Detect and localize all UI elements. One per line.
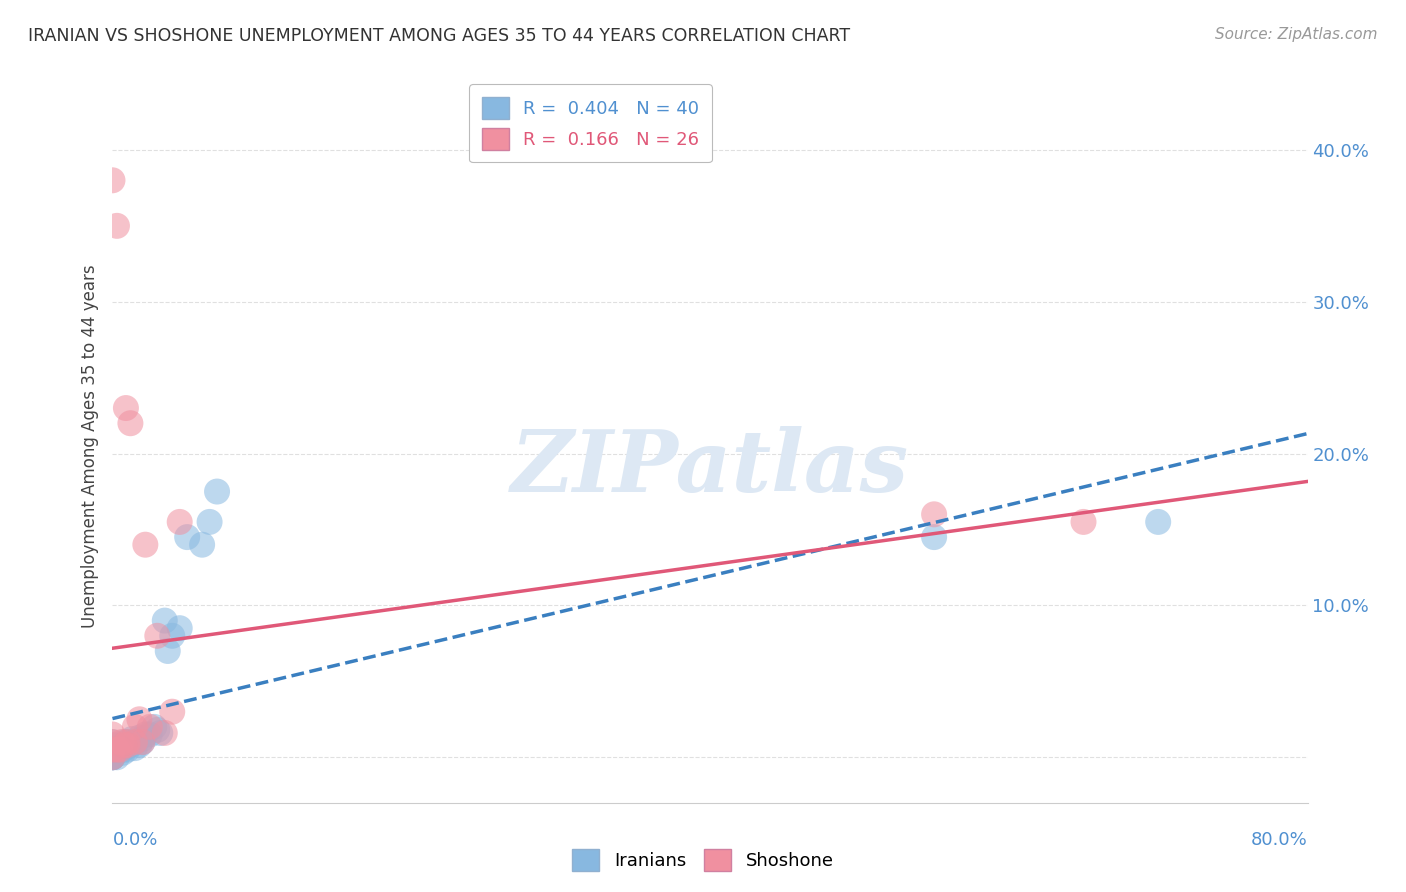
Point [143,720,166,734]
Point [124,741,146,756]
Point [114,738,135,752]
Point [162,629,183,643]
Point [117,735,139,749]
Point [1073,515,1095,529]
Point [101,742,124,756]
Point [117,739,139,754]
Point [153,614,176,628]
Text: IRANIAN VS SHOSHONE UNEMPLOYMENT AMONG AGES 35 TO 44 YEARS CORRELATION CHART: IRANIAN VS SHOSHONE UNEMPLOYMENT AMONG A… [28,27,851,45]
Point [124,720,146,734]
Point [146,723,169,737]
Point [922,508,945,522]
Point [101,173,124,187]
Point [117,742,139,756]
Point [101,750,124,764]
Point [120,738,142,752]
Point [120,416,142,430]
Point [169,515,191,529]
Point [191,538,214,552]
Point [111,742,134,756]
Point [139,720,162,734]
Point [114,735,135,749]
Point [134,538,156,552]
Point [121,732,143,747]
Point [117,735,139,749]
Text: 0.0%: 0.0% [112,831,157,849]
Y-axis label: Unemployment Among Ages 35 to 44 years: Unemployment Among Ages 35 to 44 years [80,264,98,628]
Point [107,738,129,752]
Point [139,727,162,741]
Point [131,732,153,747]
Point [105,750,128,764]
Point [101,750,124,764]
Point [1147,515,1170,529]
Point [105,219,128,233]
Point [131,735,153,749]
Point [101,750,124,764]
Point [156,644,179,658]
Point [146,629,169,643]
Point [101,735,124,749]
Legend: Iranians, Shoshone: Iranians, Shoshone [565,842,841,879]
Point [101,750,124,764]
Point [176,530,198,544]
Point [128,738,150,752]
Legend: R =  0.404   N = 40, R =  0.166   N = 26: R = 0.404 N = 40, R = 0.166 N = 26 [470,84,711,162]
Point [105,742,128,756]
Point [128,731,150,745]
Point [101,727,124,741]
Text: ZIPatlas: ZIPatlas [510,425,910,509]
Point [922,530,945,544]
Point [101,735,124,749]
Point [205,484,228,499]
Point [128,712,150,726]
Point [124,735,146,749]
Point [101,750,124,764]
Point [108,742,131,756]
Point [153,726,176,740]
Text: Source: ZipAtlas.com: Source: ZipAtlas.com [1215,27,1378,42]
Point [149,726,172,740]
Point [131,735,153,749]
Point [169,621,191,635]
Point [101,742,124,756]
Point [162,705,183,719]
Point [110,735,132,749]
Point [111,746,134,760]
Point [117,738,139,752]
Point [115,401,138,415]
Point [198,515,221,529]
Text: 80.0%: 80.0% [1251,831,1308,849]
Point [105,742,128,756]
Point [101,738,124,752]
Point [101,742,124,756]
Point [124,735,146,749]
Point [134,727,156,741]
